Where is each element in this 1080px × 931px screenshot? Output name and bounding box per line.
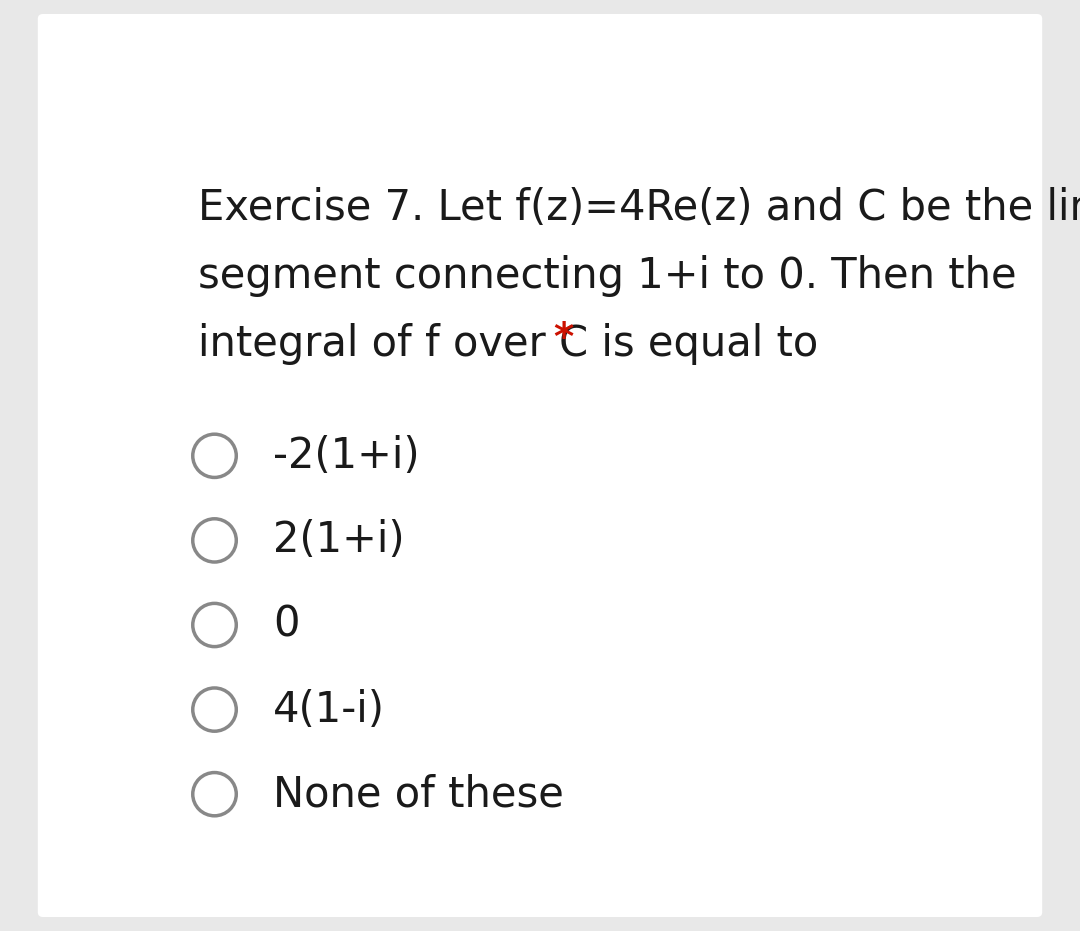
Text: *: * (553, 319, 573, 358)
Text: integral of f over C is equal to: integral of f over C is equal to (198, 323, 818, 365)
Text: Exercise 7. Let f(z)=4Re(z) and C be the line: Exercise 7. Let f(z)=4Re(z) and C be the… (198, 187, 1080, 229)
Text: None of these: None of these (273, 773, 564, 816)
Text: segment connecting 1+i to 0. Then the: segment connecting 1+i to 0. Then the (198, 255, 1016, 297)
Text: 2(1+i): 2(1+i) (273, 519, 405, 561)
Text: 4(1-i): 4(1-i) (273, 689, 386, 731)
Text: -2(1+i): -2(1+i) (273, 435, 420, 477)
Text: 0: 0 (273, 604, 299, 646)
